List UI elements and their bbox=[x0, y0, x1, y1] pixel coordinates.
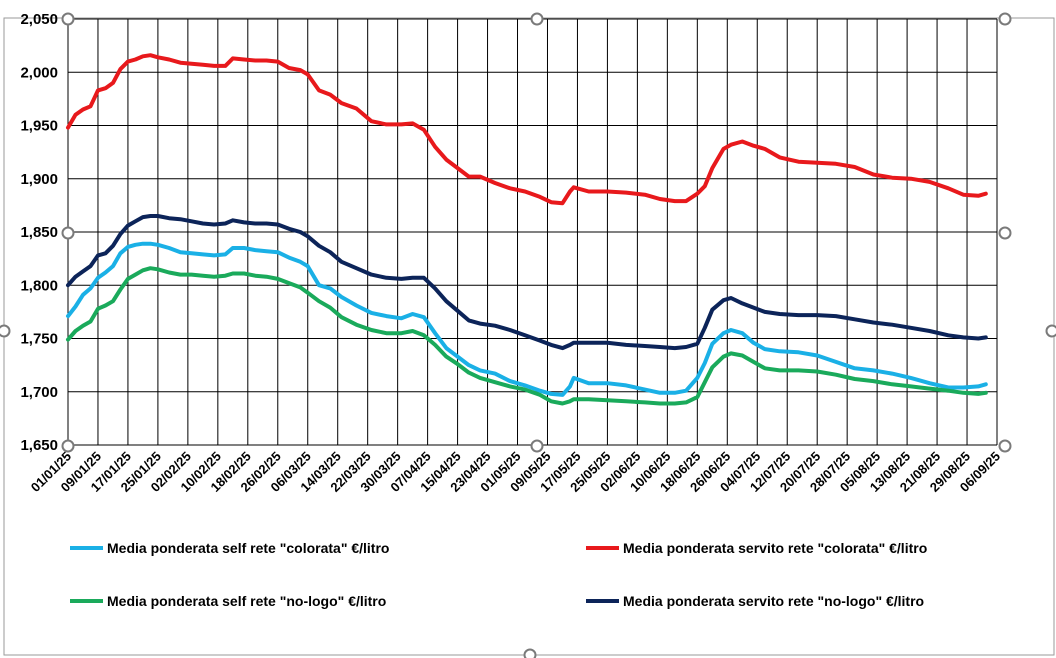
resize-handle[interactable] bbox=[523, 648, 537, 658]
legend-label: Media ponderata servito rete "colorata" … bbox=[623, 540, 927, 556]
y-tick-label: 1,800 bbox=[20, 277, 58, 294]
resize-handle[interactable] bbox=[530, 12, 544, 26]
y-tick-label: 2,050 bbox=[20, 11, 58, 28]
resize-handle[interactable] bbox=[998, 226, 1012, 240]
y-tick-label: 1,750 bbox=[20, 331, 58, 348]
resize-handle[interactable] bbox=[1045, 324, 1056, 338]
resize-handle[interactable] bbox=[61, 12, 75, 26]
legend-label: Media ponderata servito rete "no-logo" €… bbox=[623, 593, 924, 609]
series-line-1 bbox=[66, 241, 988, 397]
y-tick-label: 2,000 bbox=[20, 64, 58, 81]
series-line-4 bbox=[66, 214, 988, 351]
series-line-2 bbox=[66, 53, 988, 206]
resize-handle[interactable] bbox=[61, 226, 75, 240]
y-tick-label: 1,700 bbox=[20, 384, 58, 401]
resize-handle[interactable] bbox=[530, 439, 544, 453]
legend-label: Media ponderata self rete "colorata" €/l… bbox=[107, 540, 389, 556]
series-lines bbox=[66, 53, 988, 406]
series-line-3 bbox=[66, 266, 988, 406]
y-axis-tick-labels: 1,650 1,700 1,750 1,800 1,850 1,900 1,950 2,000… bbox=[20, 11, 58, 454]
resize-handle[interactable] bbox=[61, 439, 75, 453]
resize-handle[interactable] bbox=[998, 439, 1012, 453]
legend: Media ponderata self rete "colorata" €/l… bbox=[70, 540, 927, 609]
y-tick-label: 1,950 bbox=[20, 118, 58, 135]
y-tick-label: 1,650 bbox=[20, 437, 58, 454]
resize-handle[interactable] bbox=[998, 12, 1012, 26]
y-tick-label: 1,850 bbox=[20, 224, 58, 241]
selection-handles[interactable] bbox=[0, 12, 1056, 658]
resize-handle[interactable] bbox=[0, 324, 11, 338]
y-tick-label: 1,900 bbox=[20, 171, 58, 188]
legend-label: Media ponderata self rete "no-logo" €/li… bbox=[107, 593, 386, 609]
